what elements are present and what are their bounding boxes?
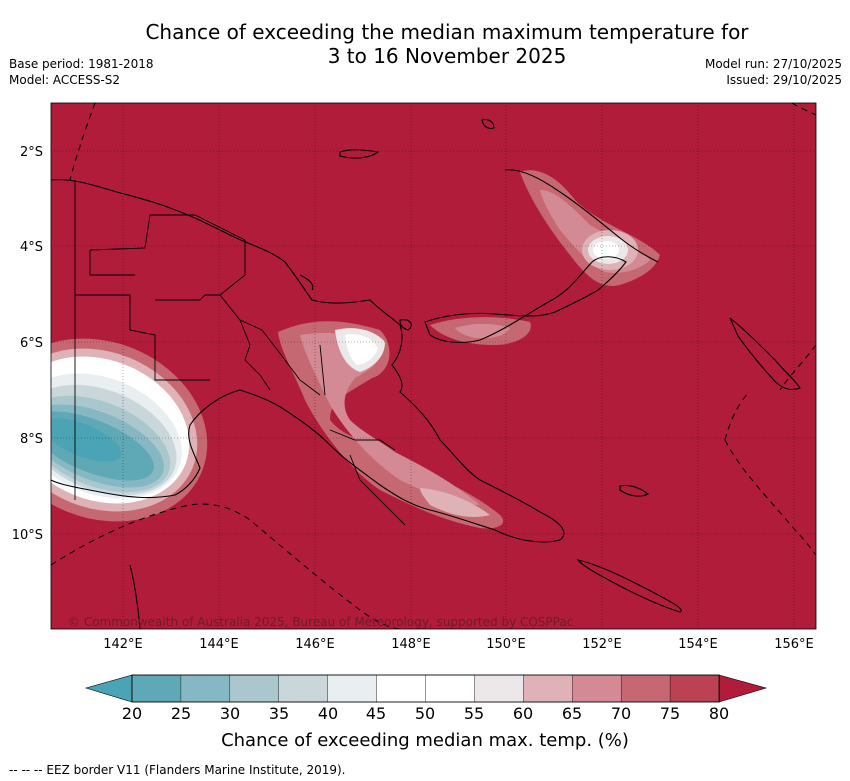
lon-label: 154°E <box>678 637 718 652</box>
colorbar-cell <box>180 674 231 703</box>
lat-label: 10°S <box>12 528 43 543</box>
meta-right: Model run: 27/10/2025 Issued: 29/10/2025 <box>705 56 842 88</box>
colorbar-high-extension <box>718 674 768 703</box>
title-line-1: Chance of exceeding the median maximum t… <box>145 20 749 44</box>
colorbar-tick: 40 <box>317 704 339 723</box>
colorbar <box>84 674 768 703</box>
colorbar-tick: 75 <box>659 704 681 723</box>
lat-label: 6°S <box>20 336 43 351</box>
eez-borders <box>51 103 816 629</box>
map-background <box>51 103 816 629</box>
lon-label: 144°E <box>199 637 239 652</box>
lon-label: 142°E <box>103 637 143 652</box>
meta-left: Base period: 1981-2018 Model: ACCESS-S2 <box>9 56 154 88</box>
lon-label: 148°E <box>391 637 431 652</box>
lon-label: 150°E <box>486 637 526 652</box>
lon-label: 146°E <box>295 637 335 652</box>
colorbar-cell <box>474 674 525 703</box>
longitude-labels: 142°E 144°E 146°E 148°E 150°E 152°E 154°… <box>103 637 814 652</box>
colorbar-cell <box>278 674 329 703</box>
model-name: Model: ACCESS-S2 <box>9 73 121 87</box>
lon-label: 152°E <box>582 637 622 652</box>
copyright-notice: © Commonwealth of Australia 2025, Bureau… <box>68 615 573 629</box>
colorbar-tick: 80 <box>708 704 730 723</box>
colorbar-title: Chance of exceeding median max. temp. (%… <box>221 730 629 751</box>
colorbar-low-extension <box>84 674 133 703</box>
colorbar-cell <box>669 674 720 703</box>
map-title: Chance of exceeding the median maximum t… <box>0 20 850 68</box>
eez-legend: -- -- -- EEZ border V11 (Flanders Marine… <box>9 763 346 777</box>
colorbar-tick: 55 <box>463 704 485 723</box>
lat-label: 8°S <box>20 432 43 447</box>
colorbar-cell <box>327 674 378 703</box>
colorbar-cell <box>229 674 280 703</box>
coastlines <box>51 118 801 629</box>
lat-label: 4°S <box>20 240 43 255</box>
colorbar-cell <box>620 674 671 703</box>
issued-date: Issued: 29/10/2025 <box>726 73 842 87</box>
colorbar-tick: 45 <box>365 704 387 723</box>
title-line-2: 3 to 16 November 2025 <box>327 44 567 68</box>
lon-label: 156°E <box>774 637 814 652</box>
colorbar-tick: 70 <box>610 704 632 723</box>
lat-label: 2°S <box>20 145 43 160</box>
colorbar-cell <box>572 674 622 703</box>
colorbar-cell <box>425 674 476 703</box>
colorbar-tick: 50 <box>414 704 436 723</box>
province-borders <box>74 180 406 526</box>
base-period: Base period: 1981-2018 <box>9 57 154 71</box>
latitude-labels: 2°S 4°S 6°S 8°S 10°S <box>12 145 43 543</box>
colorbar-cell <box>523 674 573 703</box>
colorbar-tick: 60 <box>512 704 534 723</box>
graticule <box>51 103 816 629</box>
map-frame <box>50 102 817 630</box>
colorbar-tick: 25 <box>170 704 192 723</box>
colorbar-frame <box>131 674 720 703</box>
colorbar-cell <box>376 674 427 703</box>
colorbar-tick: 35 <box>268 704 290 723</box>
colorbar-tick: 30 <box>219 704 241 723</box>
model-run: Model run: 27/10/2025 <box>704 57 842 71</box>
colorbar-cell <box>131 674 182 703</box>
colorbar-tick: 65 <box>561 704 583 723</box>
colorbar-tick: 20 <box>121 704 143 723</box>
new-britain-region <box>430 170 660 345</box>
